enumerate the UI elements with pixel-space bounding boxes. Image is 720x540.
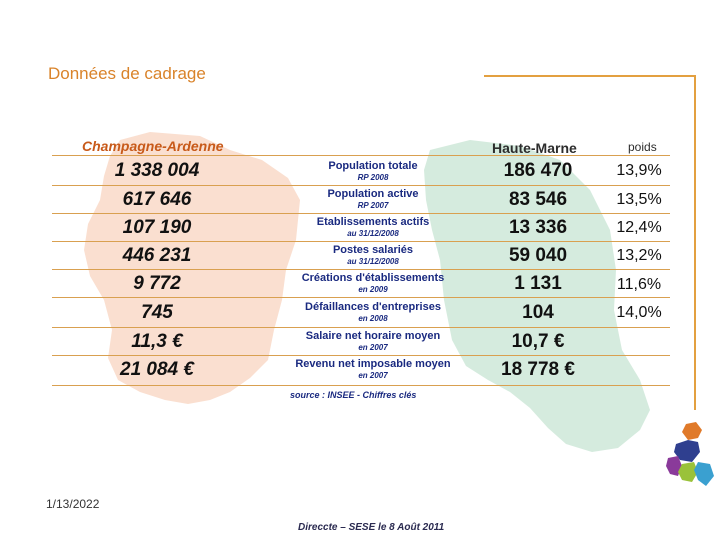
page-title: Données de cadrage (48, 64, 206, 83)
indicator-name: Population active (327, 188, 419, 200)
hm-value: 18 778 € (501, 359, 575, 380)
indicator-label: Salaire net horaire moyen en 2007 (268, 330, 478, 354)
poids-value: 13,9% (616, 162, 662, 179)
indicator-period: en 2007 (358, 343, 388, 352)
indicator-label: Postes salariés au 31/12/2008 (268, 244, 478, 268)
ca-value: 9 772 (133, 273, 181, 294)
indicator-name: Postes salariés (332, 244, 414, 256)
champagne-ardenne-map (84, 132, 300, 404)
indicator-label: Population totale RP 2008 (268, 160, 478, 184)
indicator-name: Salaire net horaire moyen (305, 330, 441, 342)
indicator-label: Population active RP 2007 (268, 188, 478, 212)
poids-value: 13,5% (616, 191, 662, 208)
poids-value: 11,6% (616, 276, 662, 293)
indicator-period: au 31/12/2008 (347, 229, 399, 238)
haute-marne-map (424, 140, 650, 452)
ca-value: 446 231 (122, 245, 192, 266)
row-divider (52, 355, 670, 356)
row-divider (52, 269, 670, 270)
ca-value: 21 084 € (120, 359, 194, 380)
row-divider (52, 185, 670, 186)
row-divider (52, 385, 670, 386)
poids-value: 13,2% (616, 247, 662, 264)
indicator-period: en 2007 (358, 371, 388, 380)
header-poids: poids (628, 140, 657, 154)
poids-value: 12,4% (616, 219, 662, 236)
indicator-period: au 31/12/2008 (347, 257, 399, 266)
frame-right-line (694, 75, 696, 410)
ca-value: 745 (141, 302, 173, 323)
ca-value: 107 190 (122, 217, 192, 238)
indicator-name: Etablissements actifs (316, 216, 430, 228)
indicator-label: Défaillances d'entreprises en 2008 (268, 301, 478, 325)
indicator-period: RP 2007 (357, 201, 389, 210)
source-note: source : INSEE - Chiffres clés (290, 390, 417, 400)
row-divider (52, 213, 670, 214)
frame-top-line (484, 75, 696, 77)
indicator-period: en 2008 (358, 314, 388, 323)
row-divider (52, 155, 670, 156)
poids-value: 14,0% (616, 304, 662, 321)
indicator-name: Revenu net imposable moyen (295, 358, 451, 370)
header-champagne-ardenne: Champagne-Ardenne (82, 138, 224, 154)
hm-value: 186 470 (503, 160, 573, 181)
row-divider (52, 241, 670, 242)
indicator-label: Revenu net imposable moyen en 2007 (268, 358, 478, 382)
hm-value: 104 (522, 302, 554, 323)
indicator-period: en 2009 (358, 285, 388, 294)
ca-value: 617 646 (122, 189, 192, 210)
hm-value: 10,7 € (511, 331, 565, 352)
slide-footer: Direccte – SESE le 8 Août 2011 (298, 522, 445, 533)
indicator-name: Créations d'établissements (301, 272, 445, 284)
hm-value: 83 546 (508, 189, 568, 210)
regional-logo-icon (666, 422, 714, 486)
indicator-name: Défaillances d'entreprises (305, 301, 441, 313)
hm-value: 1 131 (514, 273, 562, 294)
indicator-name: Population totale (328, 160, 418, 172)
header-haute-marne: Haute-Marne (492, 140, 577, 156)
row-divider (52, 297, 670, 298)
ca-value: 1 338 004 (114, 160, 200, 181)
row-divider (52, 327, 670, 328)
ca-value: 11,3 € (131, 331, 183, 352)
hm-value: 59 040 (508, 245, 568, 266)
indicator-label: Etablissements actifs au 31/12/2008 (268, 216, 478, 240)
indicator-period: RP 2008 (357, 173, 389, 182)
hm-value: 13 336 (508, 217, 568, 238)
slide-date: 1/13/2022 (46, 497, 100, 511)
indicator-label: Créations d'établissements en 2009 (268, 272, 478, 296)
